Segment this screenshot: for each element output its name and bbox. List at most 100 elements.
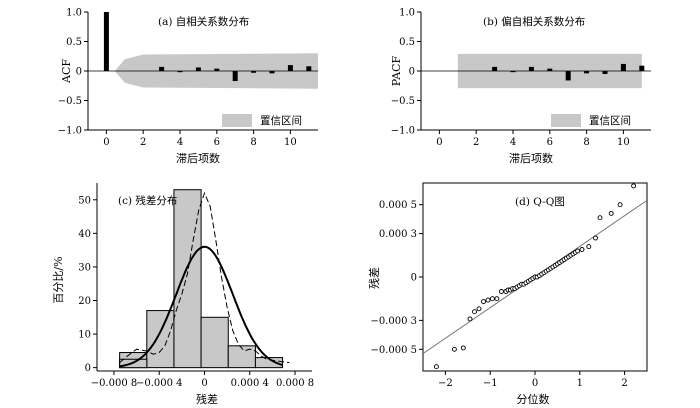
y-tick-label: 0 bbox=[85, 363, 91, 374]
corr-bar bbox=[639, 65, 645, 71]
y-axis-label: ACF bbox=[60, 59, 73, 84]
qq-point bbox=[617, 202, 623, 208]
x-tick-label: 10 bbox=[617, 137, 630, 148]
qq-point bbox=[467, 316, 473, 322]
qq-point bbox=[433, 364, 439, 370]
y-tick-label: 0 bbox=[409, 67, 415, 78]
x-tick-label: 4 bbox=[177, 137, 183, 148]
y-tick-label: 0 bbox=[76, 67, 82, 78]
y-tick-label: 40 bbox=[78, 229, 91, 240]
x-axis-label: 滞后项数 bbox=[176, 152, 220, 165]
y-tick-label: −0.000 3 bbox=[370, 316, 417, 327]
histogram-bar bbox=[146, 310, 175, 369]
y-tick-label: 1.0 bbox=[399, 8, 415, 19]
x-tick-label: 6 bbox=[214, 137, 220, 148]
corr-bar bbox=[232, 71, 238, 82]
qq-point bbox=[476, 306, 482, 312]
x-tick-label: 8 bbox=[250, 137, 256, 148]
corr-bar bbox=[214, 68, 220, 71]
qq-point bbox=[597, 215, 603, 221]
y-tick-label: 0.5 bbox=[399, 37, 415, 48]
y-tick-label: 0 bbox=[411, 273, 417, 284]
corr-bar bbox=[492, 66, 498, 71]
qq-point bbox=[472, 309, 477, 315]
y-tick-label: −0.5 bbox=[391, 96, 415, 107]
corr-bar bbox=[287, 65, 293, 71]
y-tick-label: 0.000 5 bbox=[379, 200, 417, 211]
x-tick-label: −2 bbox=[438, 378, 453, 389]
x-tick-label: 2 bbox=[473, 137, 479, 148]
corr-bar bbox=[510, 71, 516, 73]
x-tick-label: 0.000 8 bbox=[276, 378, 314, 389]
x-tick-label: 0 bbox=[436, 137, 442, 148]
x-tick-label: 2 bbox=[140, 137, 146, 148]
x-tick-label: 1 bbox=[577, 378, 583, 389]
qq-point bbox=[460, 345, 466, 351]
y-tick-label: 10 bbox=[78, 330, 91, 341]
histogram-bar bbox=[173, 189, 202, 369]
chart-title: (a) 自相关系数分布 bbox=[158, 15, 249, 28]
x-tick-label: −0.000 8 bbox=[91, 378, 138, 389]
qq-point bbox=[489, 296, 495, 302]
qq-point bbox=[451, 346, 457, 352]
legend-label: 置信区间 bbox=[260, 114, 302, 127]
y-axis-label: 百分比/% bbox=[52, 256, 65, 303]
qq-point bbox=[608, 210, 614, 216]
x-axis-label: 滞后项数 bbox=[509, 152, 553, 165]
y-tick-label: −0.000 5 bbox=[370, 345, 417, 356]
x-tick-label: −0.000 4 bbox=[136, 378, 183, 389]
x-tick-label: 2 bbox=[621, 378, 627, 389]
x-tick-label: 0.000 4 bbox=[231, 378, 269, 389]
corr-bar bbox=[602, 71, 608, 74]
x-tick-label: −1 bbox=[483, 378, 498, 389]
x-tick-label: 0 bbox=[201, 378, 207, 389]
y-tick-label: 30 bbox=[78, 262, 91, 273]
qq-point bbox=[579, 247, 585, 252]
qq-point bbox=[494, 296, 500, 302]
y-tick-label: −1.0 bbox=[391, 126, 415, 137]
qq-point bbox=[593, 235, 598, 241]
y-tick-label: 50 bbox=[78, 195, 91, 206]
y-tick-label: 0.5 bbox=[66, 37, 82, 48]
qq-point bbox=[481, 299, 486, 305]
legend-swatch bbox=[551, 114, 581, 127]
x-axis-label: 残差 bbox=[196, 392, 218, 406]
corr-bar bbox=[195, 67, 201, 71]
qq-point bbox=[631, 183, 637, 189]
y-axis-label: PACF bbox=[390, 55, 403, 86]
corr-bar bbox=[103, 12, 109, 71]
corr-bar bbox=[584, 71, 590, 74]
chart-title: (c) 残差分布 bbox=[118, 194, 177, 207]
legend-swatch bbox=[222, 114, 252, 127]
corr-bar bbox=[547, 68, 553, 71]
y-tick-label: −0.5 bbox=[58, 96, 82, 107]
corr-bar bbox=[306, 66, 312, 71]
normal-curve bbox=[119, 245, 283, 368]
chart-title: (b) 偏自相关系数分布 bbox=[483, 15, 585, 28]
x-tick-label: 0 bbox=[103, 137, 109, 148]
chart-title: (d) Q-Q图 bbox=[515, 196, 565, 208]
x-axis-label: 分位数 bbox=[517, 392, 550, 406]
corr-bar bbox=[528, 66, 534, 71]
x-tick-label: 6 bbox=[547, 137, 553, 148]
corr-bar bbox=[251, 71, 257, 73]
kernel-density-curve bbox=[119, 191, 290, 364]
y-tick-label: 0.000 3 bbox=[379, 229, 417, 240]
y-tick-label: 1.0 bbox=[66, 8, 82, 19]
corr-bar bbox=[620, 63, 626, 71]
x-tick-label: 4 bbox=[510, 137, 516, 148]
qq-plot: −0.000 5 −0.000 3 0 0.000 3 0.000 5 −2 −1 0 1 2 (d… bbox=[367, 182, 648, 406]
x-tick-label: 10 bbox=[284, 137, 297, 148]
y-axis-label: 残差 bbox=[367, 267, 381, 289]
corr-bar bbox=[177, 71, 183, 73]
histogram-bar bbox=[200, 316, 229, 369]
corr-bar bbox=[269, 71, 275, 74]
y-tick-label: 20 bbox=[78, 296, 91, 307]
corr-bar bbox=[159, 66, 165, 71]
x-tick-label: 8 bbox=[583, 137, 589, 148]
qq-point bbox=[498, 289, 504, 294]
legend-label: 置信区间 bbox=[589, 114, 631, 127]
x-tick-label: 0 bbox=[532, 378, 538, 389]
acf-chart: −1.0 −0.5 0 0.5 1.0 0 2 4 6 8 10 (a) 自相关系数分布置信区间滞后项… bbox=[58, 8, 318, 165]
